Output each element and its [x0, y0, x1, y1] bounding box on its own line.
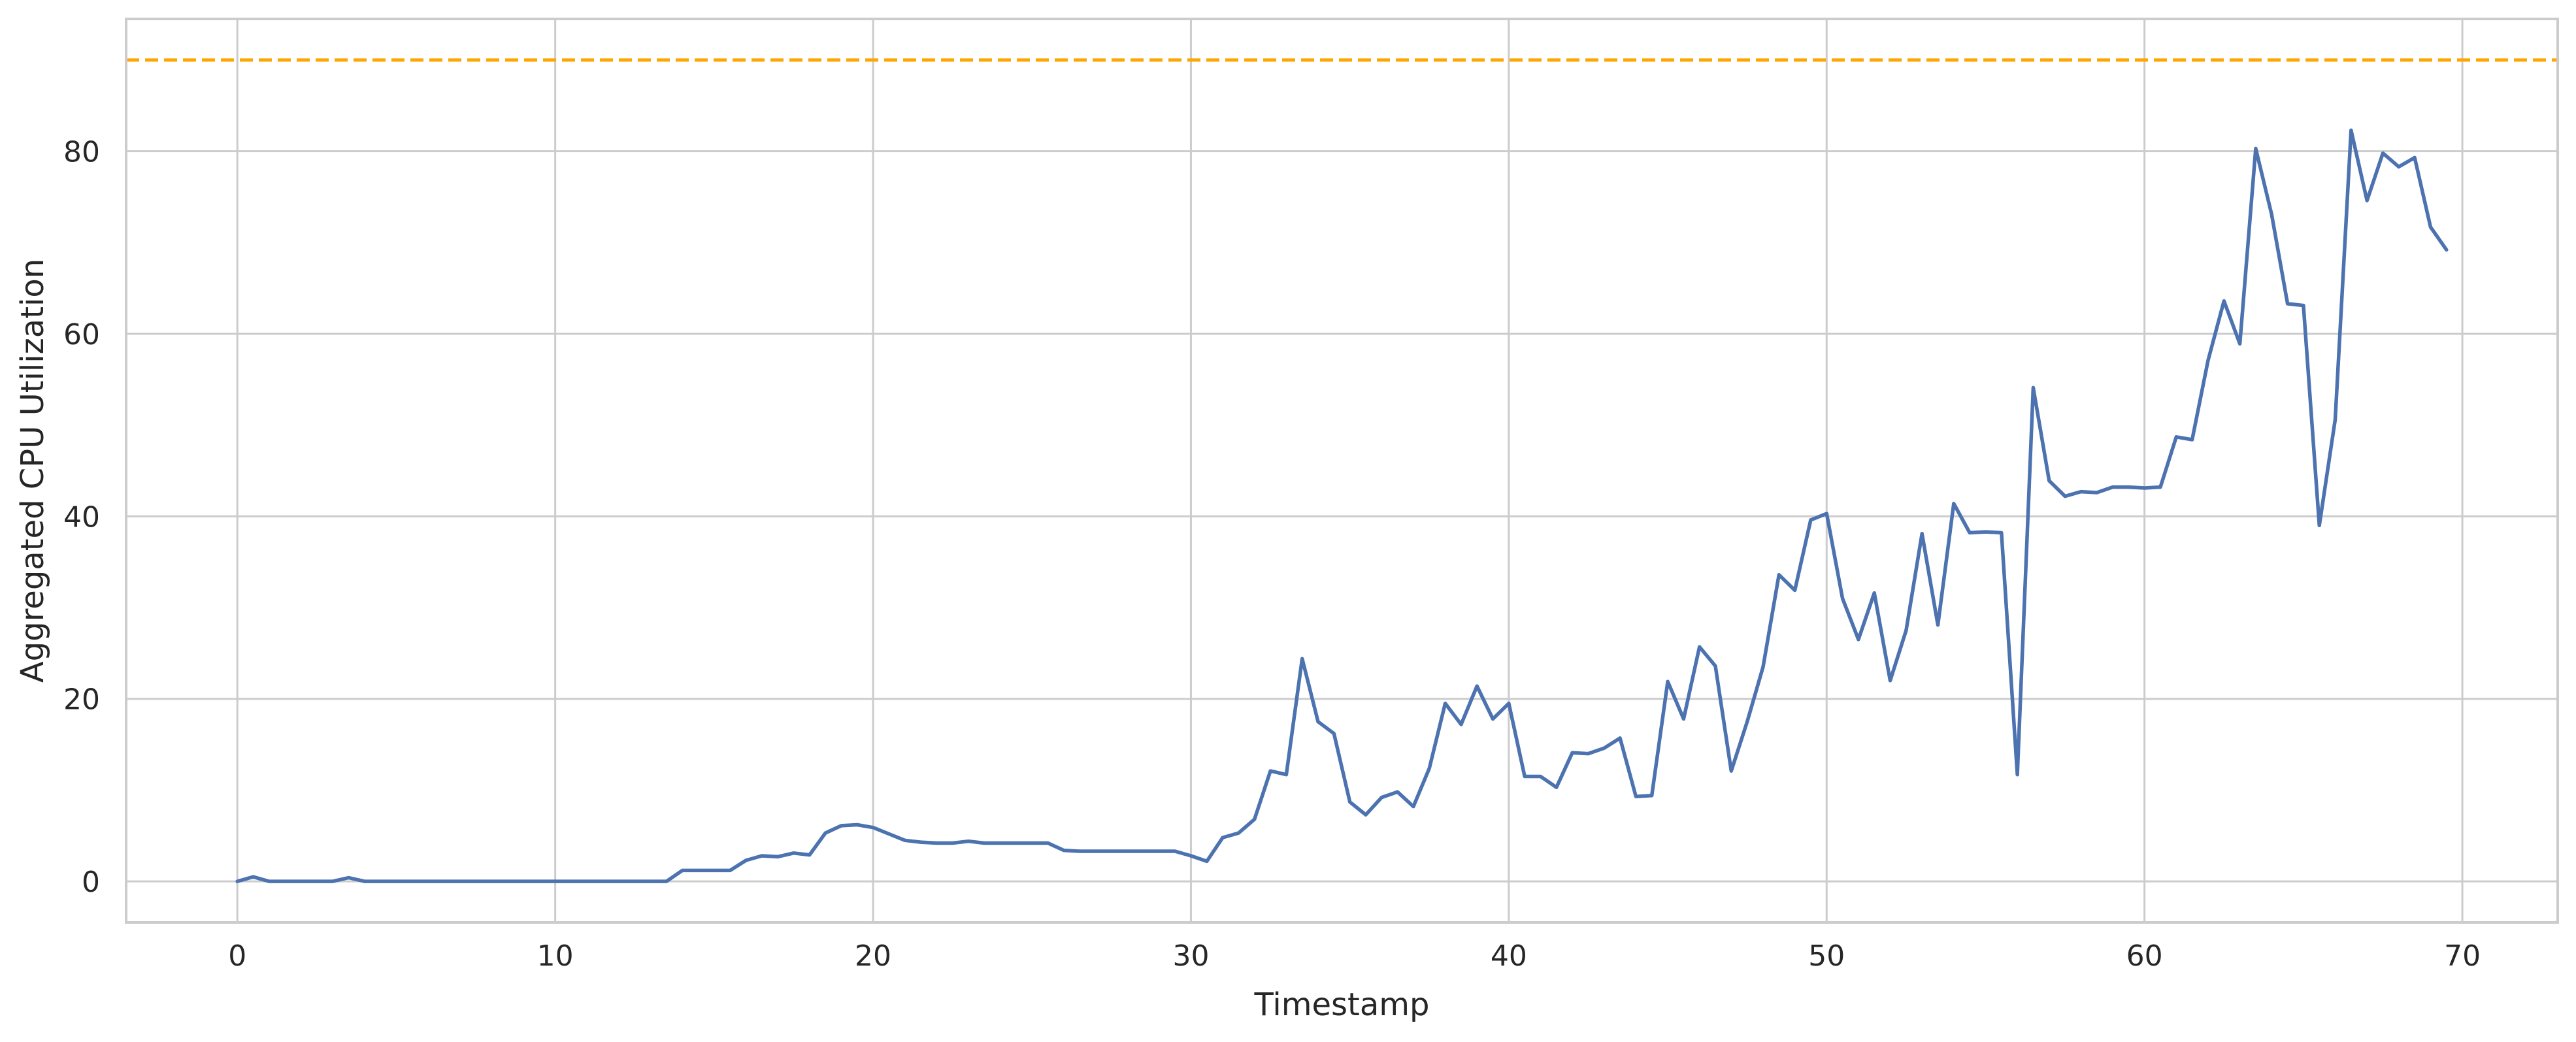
y-tick-label: 80 — [63, 136, 100, 169]
x-tick-label: 30 — [1172, 939, 1209, 973]
y-axis-title: Aggregated CPU Utilization — [14, 259, 51, 683]
y-tick-labels: 0 20 40 60 80 — [63, 136, 100, 900]
x-tick-label: 60 — [2126, 939, 2163, 973]
gridlines — [126, 19, 2558, 922]
x-tick-label: 10 — [537, 939, 574, 973]
x-tick-label: 70 — [2444, 939, 2481, 973]
y-tick-label: 40 — [63, 500, 100, 534]
x-tick-label: 0 — [228, 939, 246, 973]
x-axis-title: Timestamp — [1254, 986, 1430, 1023]
y-tick-label: 20 — [63, 683, 100, 717]
x-tick-labels: 0 10 20 30 40 50 60 70 — [228, 939, 2481, 973]
y-tick-label: 0 — [82, 866, 100, 899]
plot-frame — [125, 18, 2559, 924]
y-tick-label: 60 — [63, 318, 100, 351]
cpu-utilization-line — [235, 128, 2449, 883]
x-tick-label: 20 — [855, 939, 891, 973]
series-layer — [235, 128, 2449, 883]
x-tick-label: 50 — [1808, 939, 1845, 973]
x-tick-label: 40 — [1491, 939, 1527, 973]
